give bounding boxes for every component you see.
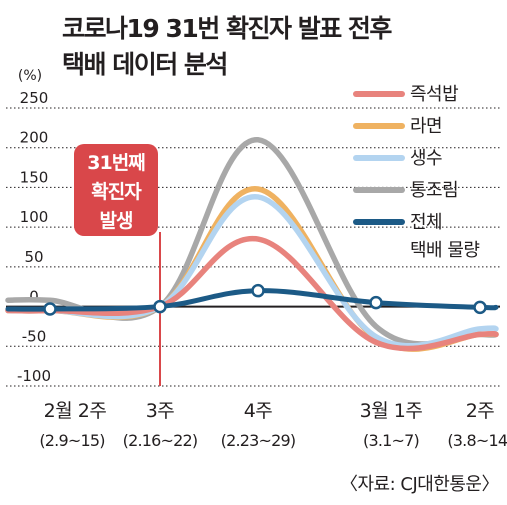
y-tick-label: -50	[22, 327, 47, 345]
callout-box	[74, 144, 158, 236]
x-tick-label: 3주	[146, 400, 175, 422]
x-tick-sublabel: (2.9~15)	[39, 431, 104, 450]
x-tick-label: 3월 1주	[360, 400, 423, 422]
data-point	[251, 283, 265, 298]
y-tick-label: -100	[17, 367, 51, 385]
y-axis-unit: (%)	[18, 68, 42, 84]
chart-title-line1: 코로나19 31번 확진자 발표 전후	[62, 14, 392, 43]
y-tick-label: 100	[20, 208, 49, 226]
x-tick-sublabel: (2.23~29)	[221, 431, 296, 450]
x-tick-label: 4주	[244, 400, 273, 422]
legend-label: 라면	[410, 116, 442, 137]
x-tick-label: 2월 2주	[44, 400, 107, 422]
legend-label: 택배 물량	[410, 240, 479, 261]
callout-text: 확진자	[91, 180, 142, 203]
data-point	[473, 300, 487, 315]
legend-label: 전체	[410, 212, 442, 233]
y-tick-label: 200	[20, 129, 49, 147]
data-point	[153, 299, 167, 314]
callout-text: 31번째	[87, 152, 145, 174]
legend-label: 통조림	[410, 180, 458, 201]
chart-title-line2: 택배 데이터 분석	[62, 50, 228, 79]
y-tick-label: 50	[24, 248, 43, 266]
legend-label: 즉석밥	[410, 84, 458, 105]
x-tick-sublabel: (3.1~7)	[363, 431, 419, 450]
y-tick-label: 250	[20, 89, 49, 107]
callout-text: 발생	[100, 210, 133, 232]
legend-label: 생수	[410, 148, 442, 169]
x-tick-sublabel: (3.8~14)	[447, 431, 507, 450]
y-tick-label: 0	[29, 288, 39, 306]
data-point	[43, 302, 57, 316]
data-point	[369, 295, 383, 310]
y-tick-label: 150	[20, 168, 49, 186]
x-tick-label: 2주	[466, 400, 495, 422]
x-tick-sublabel: (2.16~22)	[123, 431, 198, 450]
source-note: 〈자료: CJ대한통운〉	[339, 474, 500, 495]
